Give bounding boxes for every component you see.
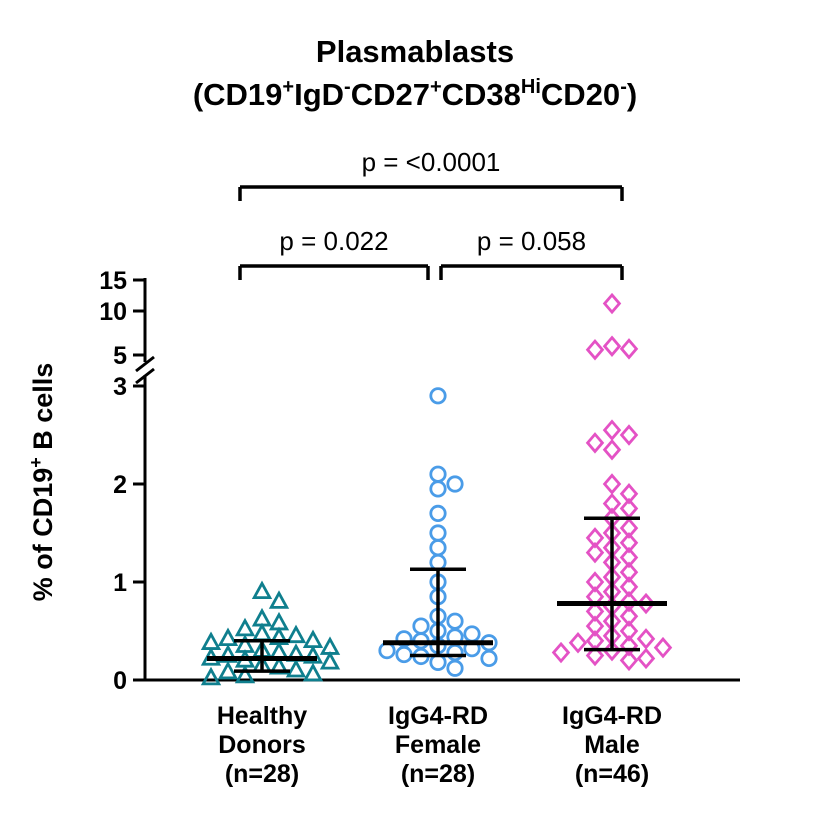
y-axis-label: % of CD19+ B cells — [26, 363, 58, 602]
data-point — [429, 653, 447, 671]
data-point — [619, 576, 639, 598]
data-point — [234, 617, 256, 637]
data-point — [319, 651, 341, 670]
data-point — [217, 627, 239, 647]
data-point — [585, 644, 605, 667]
axes — [135, 278, 740, 682]
sig-bracket: p = <0.0001 — [238, 147, 624, 201]
axis-break-slash — [135, 355, 155, 373]
group-label: IgG4-RD Male (n=46) — [562, 702, 662, 788]
data-point — [619, 546, 639, 569]
data-point — [585, 615, 605, 637]
data-point — [302, 662, 324, 682]
data-point — [446, 612, 464, 630]
data-point — [602, 292, 622, 315]
data-point — [619, 620, 639, 642]
y-tick-label: 3 — [113, 373, 127, 401]
data-point — [636, 592, 656, 615]
data-point — [551, 641, 571, 664]
data-point — [200, 666, 222, 686]
data-point — [585, 527, 605, 549]
chart-subtitle: (CD19+IgD-CD27+CD38HiCD20-) — [193, 76, 637, 112]
data-point — [200, 631, 222, 650]
y-tick-label: 10 — [99, 298, 127, 326]
sig-label: p = 0.022 — [279, 226, 388, 256]
data-point — [446, 475, 464, 493]
group-0-points — [200, 580, 341, 686]
data-point — [285, 658, 307, 678]
data-point — [585, 432, 605, 454]
y-tick-label: 2 — [113, 471, 127, 499]
sig-label: p = 0.058 — [477, 226, 586, 256]
chart-dynamic-content: (CD19+IgD-CD27+CD38HiCD20-) % of CD19+ B … — [26, 76, 740, 788]
y-tick-label: 0 — [113, 667, 127, 695]
data-point — [602, 335, 622, 357]
data-point — [429, 465, 447, 483]
axis-break-slash — [135, 367, 155, 385]
data-point — [602, 639, 622, 662]
data-point — [378, 641, 396, 660]
data-point — [302, 629, 324, 648]
data-point — [395, 645, 413, 664]
data-point — [429, 387, 447, 405]
data-point — [619, 634, 639, 657]
data-point — [480, 649, 498, 668]
group-label: Healthy Donors (n=28) — [217, 702, 307, 788]
data-point — [602, 473, 622, 495]
data-point — [217, 660, 239, 680]
data-point — [234, 664, 256, 684]
data-point — [636, 647, 656, 670]
data-point — [251, 580, 273, 599]
data-point — [585, 338, 605, 361]
data-point — [619, 590, 639, 613]
data-point — [619, 517, 639, 539]
data-point — [602, 492, 622, 515]
data-point — [285, 624, 307, 644]
data-point — [619, 649, 639, 672]
data-point — [251, 622, 273, 642]
data-point — [619, 605, 639, 628]
chart-title: Plasmablasts — [316, 34, 514, 69]
data-point — [585, 571, 605, 593]
data-point — [429, 553, 447, 572]
data-point — [619, 561, 639, 583]
data-point — [619, 424, 639, 446]
y-tick-label: 1 — [113, 569, 127, 597]
data-point — [636, 628, 656, 650]
y-ticks: 0 1 2 3 5 10 15 — [99, 267, 145, 695]
y-tick-label: 5 — [113, 342, 127, 370]
data-point — [585, 600, 605, 623]
data-point — [602, 419, 622, 441]
group-1-points — [378, 387, 498, 677]
data-point — [585, 541, 605, 564]
data-point — [463, 625, 481, 643]
data-point — [268, 590, 290, 609]
group-1-stats — [383, 567, 493, 658]
data-point — [429, 524, 447, 542]
data-point — [619, 483, 639, 505]
sig-bracket: p = 0.022 — [238, 226, 430, 280]
data-point — [429, 480, 447, 498]
sig-bracket: p = 0.058 — [439, 226, 624, 280]
data-point — [619, 532, 639, 554]
data-point — [619, 338, 639, 360]
y-tick-label: 15 — [99, 267, 127, 295]
group-label: IgG4-RD Female (n=28) — [388, 702, 488, 788]
group-2-stats — [557, 516, 667, 652]
data-point — [429, 504, 447, 523]
significance-brackets: p = <0.0001 p = 0.022 p = 0.058 — [238, 147, 624, 280]
data-point — [568, 632, 588, 654]
data-point — [302, 645, 324, 664]
data-point — [602, 438, 622, 461]
data-point — [412, 617, 430, 635]
data-point — [653, 636, 673, 659]
group-0-stats — [207, 639, 317, 673]
data-point — [429, 539, 447, 557]
data-point — [446, 659, 464, 677]
data-point — [446, 643, 464, 662]
data-point — [268, 655, 290, 675]
sig-label: p = <0.0001 — [362, 147, 501, 177]
